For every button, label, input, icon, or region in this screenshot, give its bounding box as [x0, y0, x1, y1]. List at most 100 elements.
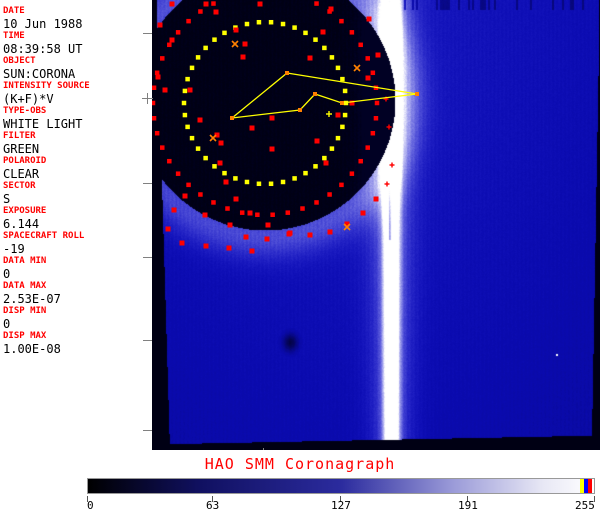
metadata-label: TYPE-OBS: [3, 106, 47, 116]
scatter-point: [249, 125, 255, 131]
colorbar[interactable]: [87, 478, 595, 494]
scatter-point: [240, 54, 246, 60]
metadata-value: GREEN: [3, 142, 40, 156]
fiducial-dot: [185, 124, 190, 130]
fiducial-dot: [211, 1, 216, 6]
scatter-point: [213, 9, 219, 15]
metadata-value: 1.00E-08: [3, 342, 61, 356]
fiducial-dot: [358, 158, 363, 164]
fiducial-dot: [167, 158, 172, 164]
scatter-point: [373, 196, 379, 202]
fiducial-dot: [195, 146, 201, 151]
metadata-panel: DATE 10 Jun 1988 TIME 08:39:58 UT OBJECT SUN:…: [0, 0, 152, 456]
fiducial-dot: [374, 100, 380, 106]
fiducial-dot: [365, 145, 370, 150]
metadata-row: OBJECT SUN:CORONA: [0, 56, 152, 81]
fiducial-dot: [327, 192, 332, 197]
metadata-value: SUN:CORONA: [3, 67, 76, 81]
fiducial-dot: [198, 9, 203, 14]
colorbar-tick-label: 255: [575, 499, 595, 512]
fiducial-dot: [365, 56, 370, 61]
colorbar-tick: [467, 496, 468, 502]
scatter-point: [286, 231, 292, 237]
scatter-point: [171, 207, 177, 213]
fiducial-dot: [329, 55, 335, 60]
scatter-cross: [384, 181, 390, 187]
fiducial-dot: [222, 30, 227, 36]
fiducial-dot: [244, 21, 250, 27]
scatter-point: [165, 226, 171, 232]
fiducial-dot: [303, 170, 308, 176]
fiducial-dot: [233, 176, 238, 181]
metadata-value: 08:39:58 UT: [3, 42, 83, 56]
metadata-value: S: [3, 192, 11, 206]
metadata-value: CLEAR: [3, 167, 40, 181]
scatter-point: [182, 193, 188, 199]
scatter-point: [155, 74, 161, 80]
polygon-center-cross: [326, 111, 332, 117]
metadata-value: 2.53E-07: [3, 292, 61, 306]
metadata-row: DATA MIN 0: [0, 256, 152, 281]
colorbar-tick: [340, 496, 341, 502]
scatter-point: [323, 160, 329, 166]
fiducial-dot: [313, 37, 318, 42]
scatter-point: [365, 75, 371, 81]
scatter-point: [264, 236, 270, 242]
fiducial-dot: [225, 206, 230, 211]
fiducial-dot: [154, 130, 160, 136]
corona-raster: [152, 0, 600, 450]
scatter-point: [269, 146, 275, 152]
colorbar-flag-color: [584, 479, 588, 493]
footer: HAO SMM Coronagraph 0 63 127 191 255: [0, 450, 600, 512]
metadata-row: EXPOSURE 6.144: [0, 206, 152, 231]
metadata-label: INTENSITY SOURCE: [3, 81, 90, 91]
scatter-point: [233, 27, 239, 33]
fiducial-dot: [370, 70, 376, 76]
scatter-point: [179, 240, 185, 246]
fiducial-dot: [186, 18, 191, 24]
fiducial-dot: [152, 85, 157, 90]
scatter-point: [366, 16, 372, 22]
fiducial-dot: [358, 42, 363, 48]
scatter-point: [226, 245, 232, 251]
coronagraph-image[interactable]: [152, 0, 600, 450]
fiducial-dot: [222, 170, 227, 176]
fiducial-dot: [182, 112, 188, 118]
scatter-point: [375, 52, 381, 58]
fiducial-dot: [182, 88, 188, 94]
metadata-label: FILTER: [3, 131, 36, 141]
metadata-label: SPACECRAFT ROLL: [3, 231, 85, 241]
metadata-row: POLAROID CLEAR: [0, 156, 152, 181]
fiducial-dot: [195, 55, 201, 60]
orange-x-marker: [343, 223, 351, 231]
fiducial-dot: [322, 45, 327, 51]
fiducial-dot: [329, 146, 335, 151]
fiducial-dot: [212, 164, 217, 169]
scatter-point: [360, 210, 366, 216]
fiducial-dot: [189, 65, 195, 71]
fiducial-dot: [342, 112, 348, 118]
fiducial-dot: [268, 19, 274, 25]
fiducial-dot: [152, 116, 157, 121]
fiducial-dot: [154, 70, 160, 76]
metadata-row: INTENSITY SOURCE (K+F)*V: [0, 81, 152, 106]
colorbar-title: HAO SMM Coronagraph: [204, 455, 396, 473]
polygon-vertex: [285, 71, 289, 75]
metadata-label: EXPOSURE: [3, 206, 47, 216]
metadata-value: 6.144: [3, 217, 40, 231]
colorbar-ticks: [87, 496, 595, 502]
scatter-point: [269, 115, 275, 121]
scatter-point: [344, 221, 350, 227]
fiducial-dot: [292, 25, 297, 30]
scatter-point: [162, 87, 168, 93]
scatter-point: [242, 41, 248, 47]
fiducial-dot: [255, 212, 260, 217]
metadata-row: DISP MAX 1.00E-08: [0, 331, 152, 356]
fiducial-dot: [244, 179, 250, 185]
scatter-point: [307, 232, 313, 238]
scatter-point: [257, 1, 263, 7]
fiducial-dot: [203, 155, 208, 161]
scatter-cross: [389, 162, 395, 168]
metadata-row: TYPE-OBS WHITE LIGHT: [0, 106, 152, 131]
metadata-label: POLAROID: [3, 156, 47, 166]
